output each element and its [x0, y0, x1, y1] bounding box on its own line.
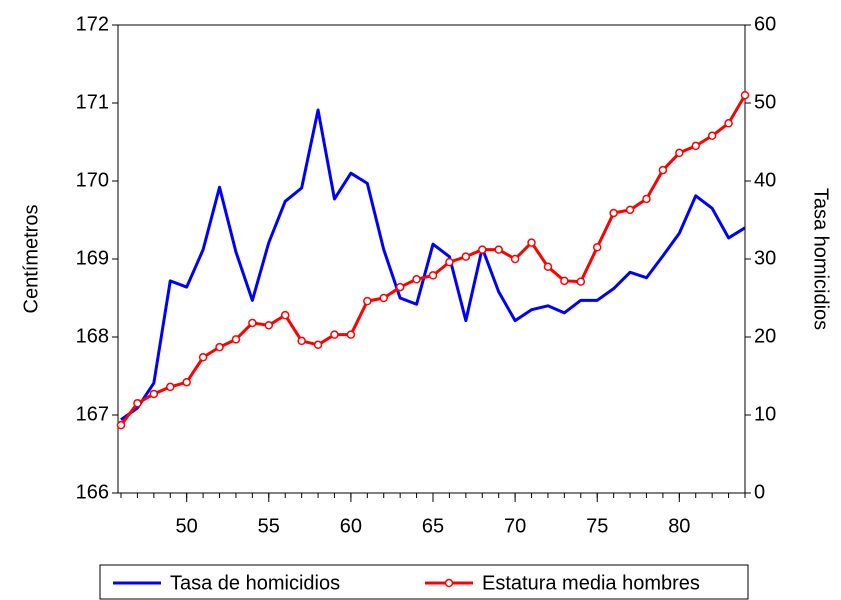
x-tick-label: 55	[258, 515, 280, 537]
point-marker	[198, 353, 208, 362]
point-marker	[707, 131, 717, 141]
point-marker	[576, 277, 586, 286]
legend-label: Estatura media hombres	[482, 572, 700, 594]
x-tick-label: 70	[504, 515, 526, 537]
point-marker	[264, 321, 274, 330]
point-marker	[330, 330, 339, 339]
point-marker	[461, 252, 471, 261]
y2-tick-label: 10	[754, 403, 776, 425]
series-line	[119, 94, 747, 427]
y2-tick-label: 60	[754, 13, 776, 35]
point-marker	[395, 282, 405, 292]
y-axis-label: Centímetros	[20, 205, 42, 314]
y2-tick-label: 20	[754, 325, 776, 347]
point-marker	[675, 148, 684, 158]
point-marker	[133, 399, 142, 408]
point-marker	[560, 276, 569, 286]
point-marker	[642, 194, 651, 204]
point-marker	[313, 340, 323, 350]
point-marker	[609, 208, 618, 218]
point-marker	[724, 119, 733, 128]
point-marker	[510, 254, 520, 264]
point-marker	[412, 275, 421, 284]
point-marker	[625, 205, 635, 215]
y-tick-label: 169	[76, 247, 109, 269]
y-tick-label: 168	[76, 325, 109, 347]
point-marker	[379, 293, 388, 303]
x-tick-label: 60	[340, 515, 362, 537]
x-tick-label: 80	[668, 515, 690, 537]
point-marker	[149, 389, 159, 399]
point-marker	[297, 336, 306, 346]
point-marker	[478, 245, 487, 254]
y2-tick-label: 50	[754, 91, 776, 113]
x-tick-label: 50	[176, 515, 198, 537]
x-tick-label: 75	[586, 515, 608, 537]
x-tick-label: 65	[422, 515, 444, 537]
series-line	[120, 108, 746, 421]
point-marker	[280, 310, 290, 320]
point-marker	[658, 165, 668, 175]
point-marker	[182, 377, 191, 387]
point-marker	[445, 257, 454, 267]
point-marker	[116, 420, 126, 430]
y2-tick-label: 30	[754, 247, 776, 269]
plot-frame	[117, 24, 746, 494]
point-marker	[494, 245, 503, 254]
legend-marker	[444, 578, 454, 588]
legend-label: Tasa de homicidios	[170, 572, 340, 594]
point-marker	[231, 335, 241, 344]
point-marker	[740, 90, 750, 100]
y2-tick-label: 40	[754, 169, 776, 191]
y-tick-label: 166	[76, 481, 109, 503]
point-marker	[592, 243, 602, 252]
y2-axis-label: Tasa homicidios	[810, 188, 832, 330]
point-marker	[215, 342, 224, 352]
point-marker	[166, 382, 175, 392]
point-marker	[691, 141, 700, 151]
y-tick-label: 172	[76, 13, 109, 35]
point-marker	[543, 262, 553, 272]
point-marker	[363, 296, 372, 306]
y-tick-label: 170	[76, 169, 109, 191]
point-marker	[346, 330, 356, 339]
y-tick-label: 171	[76, 91, 109, 113]
point-marker	[428, 271, 438, 280]
point-marker	[527, 238, 536, 247]
legend-box	[99, 564, 749, 600]
y2-tick-label: 0	[754, 481, 765, 503]
point-marker	[248, 318, 257, 328]
y-tick-label: 167	[76, 403, 109, 425]
